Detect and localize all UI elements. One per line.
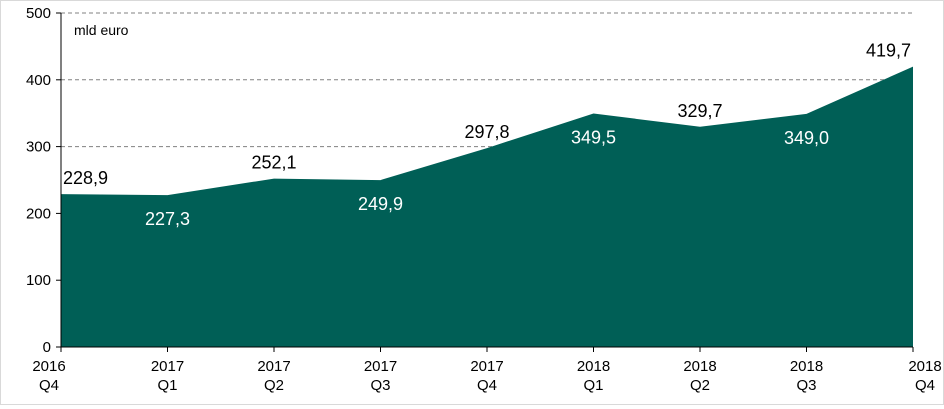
area-fill (61, 66, 913, 347)
data-labels: 228,9 227,3 252,1 249,9 297,8 349,5 329,7 349,0… (63, 41, 911, 230)
x-tick-label-year: 2018 (790, 358, 823, 375)
x-tick-label-quarter: Q1 (583, 377, 603, 394)
x-tick-label-quarter: Q3 (370, 377, 390, 394)
y-tick-label: 0 (43, 339, 51, 356)
data-label: 227,3 (145, 209, 190, 229)
x-tick-label-quarter: Q3 (796, 377, 816, 394)
x-tick-label-quarter: Q4 (915, 377, 935, 394)
x-tick-label-quarter: Q4 (477, 377, 497, 394)
x-tick-label-year: 2018 (683, 358, 716, 375)
x-tick-label-year: 2018 (908, 358, 941, 375)
x-tick-label-year: 2017 (151, 358, 184, 375)
data-label: 228,9 (63, 168, 108, 188)
x-tick-label-year: 2017 (470, 358, 503, 375)
data-label: 349,0 (784, 128, 829, 148)
x-tick-labels: 2016 Q4 2017 Q1 2017 Q2 2017 Q3 2017 Q4 2018 Q1 2018… (32, 358, 941, 394)
y-tick-label: 500 (26, 5, 51, 22)
y-tick-label: 400 (26, 72, 51, 89)
x-tick-label-year: 2017 (364, 358, 397, 375)
y-tick-label: 100 (26, 272, 51, 289)
data-label: 297,8 (464, 122, 509, 142)
y-tick-label: 300 (26, 139, 51, 156)
data-label: 252,1 (251, 153, 296, 173)
x-tick-label-quarter: Q1 (157, 377, 177, 394)
x-tick-label-quarter: Q2 (690, 377, 710, 394)
y-tick-label: 200 (26, 205, 51, 222)
y-tick-labels: 0 100 200 300 400 500 (26, 5, 51, 356)
unit-label: mld euro (74, 22, 129, 38)
x-tick-label-year: 2018 (577, 358, 610, 375)
data-label: 419,7 (866, 41, 911, 61)
x-tick-label-year: 2016 (32, 358, 65, 375)
x-tick-label-quarter: Q4 (39, 377, 59, 394)
x-tick-label-year: 2017 (257, 358, 290, 375)
data-label: 249,9 (358, 194, 403, 214)
data-label: 329,7 (677, 101, 722, 121)
data-label: 349,5 (571, 128, 616, 148)
axes (56, 12, 914, 352)
area-series (61, 66, 913, 347)
x-tick-label-quarter: Q2 (264, 377, 284, 394)
